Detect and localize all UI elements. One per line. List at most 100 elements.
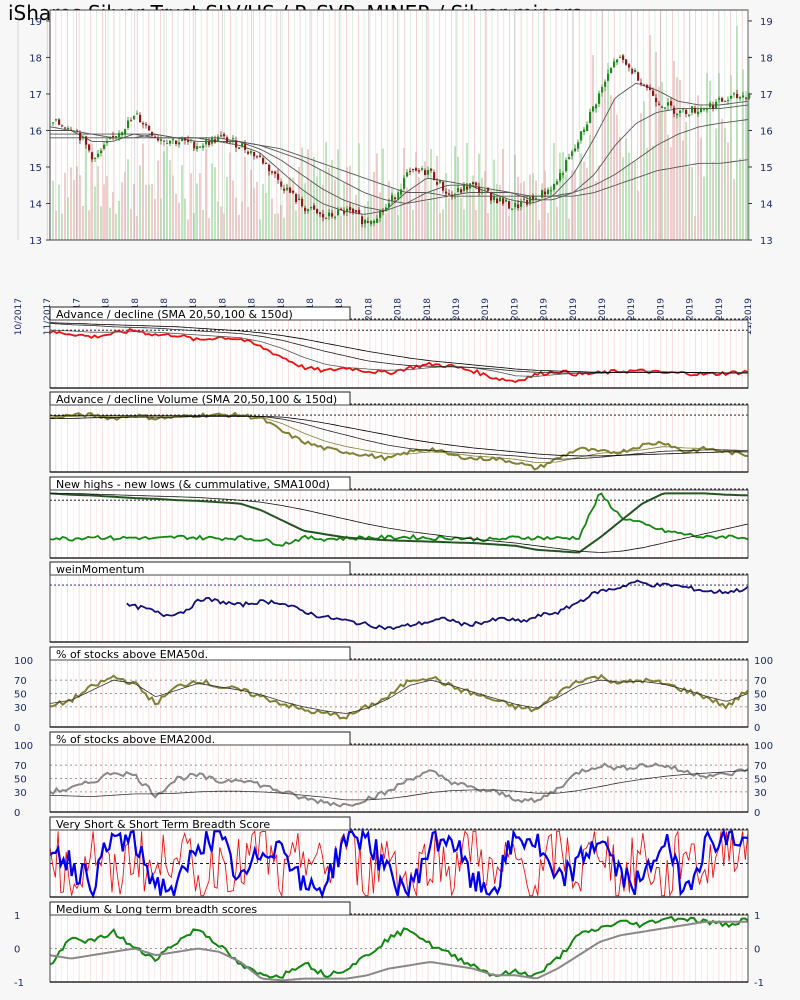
candle-body <box>193 141 196 149</box>
candle-body <box>706 108 709 110</box>
volume-bar <box>79 175 81 240</box>
panel-y-label-left: 50 <box>14 775 27 786</box>
candle-body <box>208 141 211 145</box>
candle-body <box>610 68 613 74</box>
series-line-short <box>49 827 749 899</box>
candle-body <box>286 187 289 190</box>
candle-body <box>619 56 622 58</box>
candle-body <box>100 150 103 154</box>
candle-body <box>214 139 217 143</box>
y-tick-label-left: 16 <box>29 126 42 137</box>
candle-body <box>664 107 667 109</box>
volume-bar <box>199 173 201 240</box>
volume-bar <box>178 202 180 240</box>
volume-bar <box>112 191 114 240</box>
candle-body <box>112 136 115 138</box>
candle-body <box>244 144 247 150</box>
candle-body <box>487 187 490 191</box>
panel-y-label-right: 70 <box>754 761 767 772</box>
candle-body <box>247 151 250 154</box>
panel-title: New highs - new lows (& cummulative, SMA… <box>56 478 330 491</box>
candle-body <box>661 106 664 108</box>
candle-body <box>115 135 118 138</box>
volume-bar <box>154 198 156 240</box>
candle-body <box>61 125 64 127</box>
volume-bar <box>142 143 144 240</box>
panel-title: weinMomentum <box>56 563 144 576</box>
volume-bar <box>730 75 732 240</box>
volume-bar <box>616 114 618 240</box>
candle-body <box>289 187 292 193</box>
candle-body <box>658 103 661 105</box>
candle-body <box>55 119 58 121</box>
volume-bar <box>337 149 339 240</box>
candle-body <box>535 198 538 200</box>
volume-bar <box>529 174 531 240</box>
volume-bar <box>724 127 726 240</box>
y-tick-label-left: 13 <box>29 236 42 247</box>
candle-body <box>343 211 346 214</box>
panel-y-label-left: 50 <box>14 690 27 701</box>
volume-bar <box>451 194 453 240</box>
candle-body <box>571 151 574 156</box>
volume-bar <box>166 145 168 240</box>
candle-body <box>421 168 424 170</box>
panel-title-tab <box>49 816 351 830</box>
candle-body <box>595 104 598 109</box>
panel-y-label-right: -1 <box>754 978 764 989</box>
panel-title: % of stocks above EMA200d. <box>56 733 215 746</box>
volume-bar <box>85 144 87 240</box>
panel-y-label-right: 0 <box>754 723 760 734</box>
volume-bar <box>373 172 375 240</box>
candle-body <box>388 203 391 208</box>
volume-bar <box>676 77 678 240</box>
volume-bar <box>574 169 576 240</box>
panel-y-label-left: 100 <box>14 741 33 752</box>
x-date-label: 04/2019 <box>540 298 550 336</box>
volume-bar <box>184 198 186 240</box>
candle-body <box>583 129 586 132</box>
candle-body <box>394 197 397 199</box>
candle-body <box>178 142 181 145</box>
volume-bar <box>385 213 387 240</box>
candle-body <box>322 214 325 218</box>
volume-bar <box>286 184 288 240</box>
candle-body <box>181 139 184 141</box>
volume-bar <box>631 162 633 240</box>
candle-body <box>646 85 649 88</box>
panel-y-label-right: 30 <box>754 788 767 799</box>
volume-bar <box>190 173 192 240</box>
volume-bar <box>742 69 744 240</box>
volume-bar <box>91 143 93 240</box>
volume-bar <box>109 207 111 240</box>
panel-title: Medium & Long term breadth scores <box>56 903 257 916</box>
candle-body <box>91 152 94 160</box>
volume-bar <box>628 152 630 240</box>
candle-body <box>361 216 364 225</box>
series-line-main <box>126 579 749 631</box>
panel-y-label-left: 30 <box>14 703 27 714</box>
candle-body <box>79 132 82 141</box>
candle-body <box>490 193 493 201</box>
volume-bar <box>61 213 63 240</box>
candle-body <box>253 152 256 157</box>
volume-bar <box>289 176 291 240</box>
volume-bar <box>358 143 360 240</box>
volume-bar <box>340 215 342 240</box>
volume-bar <box>748 56 750 240</box>
candle-body <box>415 168 418 171</box>
panel-title: Advance / decline Volume (SMA 20,50,100 … <box>56 393 337 406</box>
candle-body <box>730 95 733 99</box>
candle-body <box>310 207 313 209</box>
volume-bar <box>370 195 372 240</box>
volume-bar <box>736 25 738 241</box>
candle-body <box>565 160 568 172</box>
candle-body <box>142 123 145 125</box>
candle-body <box>418 170 421 172</box>
volume-bar <box>67 197 69 240</box>
series-line-sma <box>50 416 748 457</box>
candle-body <box>229 141 232 143</box>
candle-body <box>547 189 550 195</box>
candle-body <box>205 140 208 145</box>
candle-body <box>562 173 565 175</box>
